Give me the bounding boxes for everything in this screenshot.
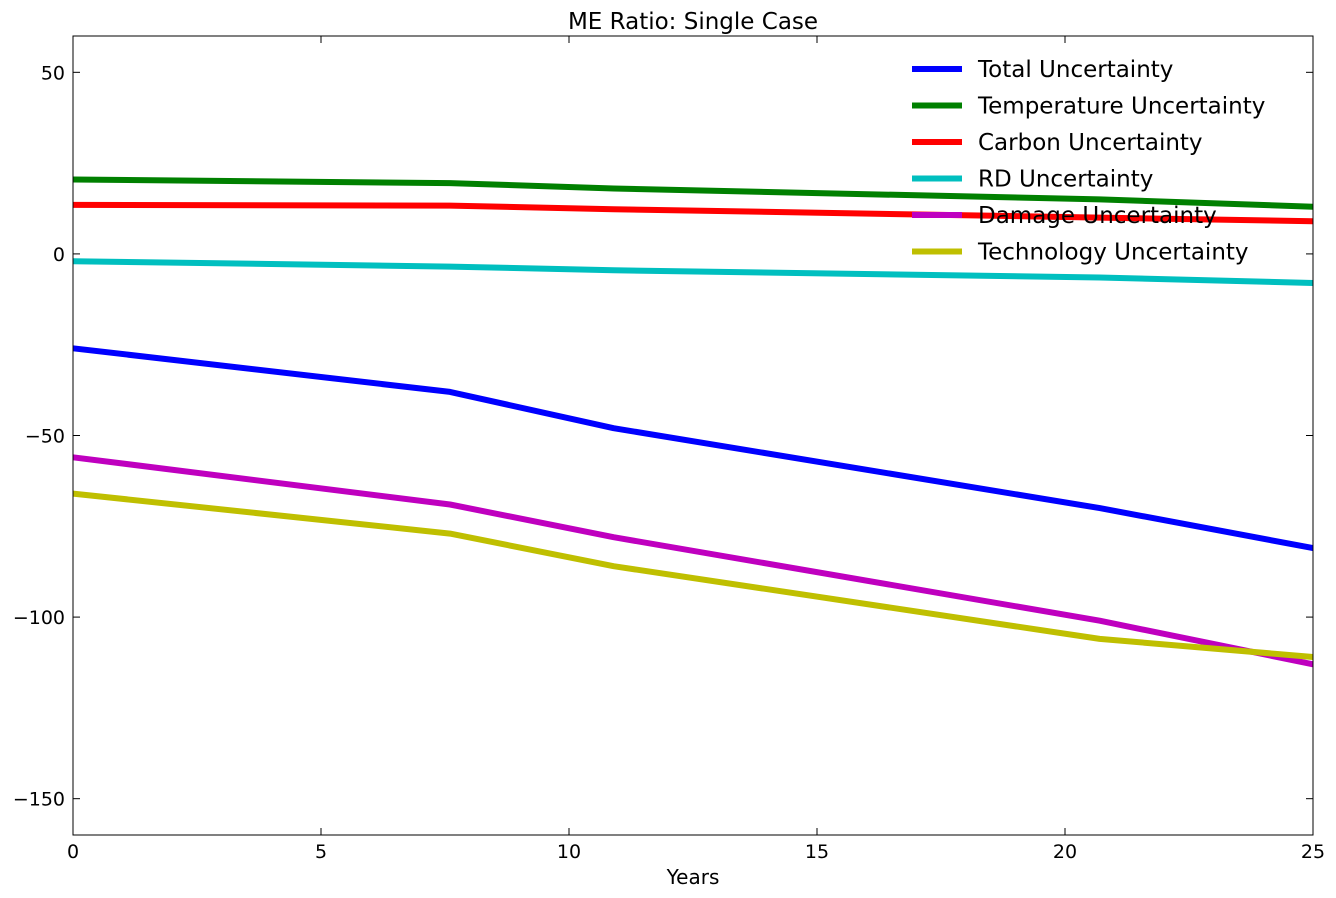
- legend-label: Technology Uncertainty: [977, 240, 1249, 266]
- x-tick-label: 0: [67, 841, 79, 863]
- legend-label: Temperature Uncertainty: [977, 94, 1265, 120]
- series-line-3: [72, 201, 1314, 225]
- chart-title: ME Ratio: Single Case: [568, 9, 818, 35]
- x-tick-label: 20: [1053, 841, 1077, 863]
- ticks-layer: 0 5 10 15 20 25 50 0 −50 −100 −150: [13, 36, 1325, 863]
- x-tick-label: 5: [315, 841, 327, 863]
- series-line-4: [72, 258, 1314, 286]
- y-tick-label: −100: [13, 607, 65, 629]
- legend-label: RD Uncertainty: [978, 167, 1153, 193]
- x-tick-label: 10: [557, 841, 581, 863]
- legend-label: Damage Uncertainty: [978, 203, 1217, 229]
- series-line-5: [72, 454, 1314, 668]
- legend: Total Uncertainty Temperature Uncertainty…: [912, 57, 1265, 266]
- series-line-6: [72, 490, 1314, 660]
- series-line-1: [72, 345, 1314, 552]
- y-tick-label: −50: [25, 426, 65, 448]
- y-tick-label: 50: [41, 62, 65, 84]
- y-tick-label: −150: [13, 789, 65, 811]
- x-tick-label: 15: [805, 841, 829, 863]
- series-layer: [72, 176, 1314, 668]
- x-tick-label: 25: [1301, 841, 1325, 863]
- legend-label: Carbon Uncertainty: [978, 130, 1203, 156]
- y-tick-label: 0: [53, 244, 65, 266]
- series-line-2: [72, 176, 1314, 210]
- x-axis-label: Years: [666, 865, 720, 889]
- legend-label: Total Uncertainty: [977, 57, 1173, 83]
